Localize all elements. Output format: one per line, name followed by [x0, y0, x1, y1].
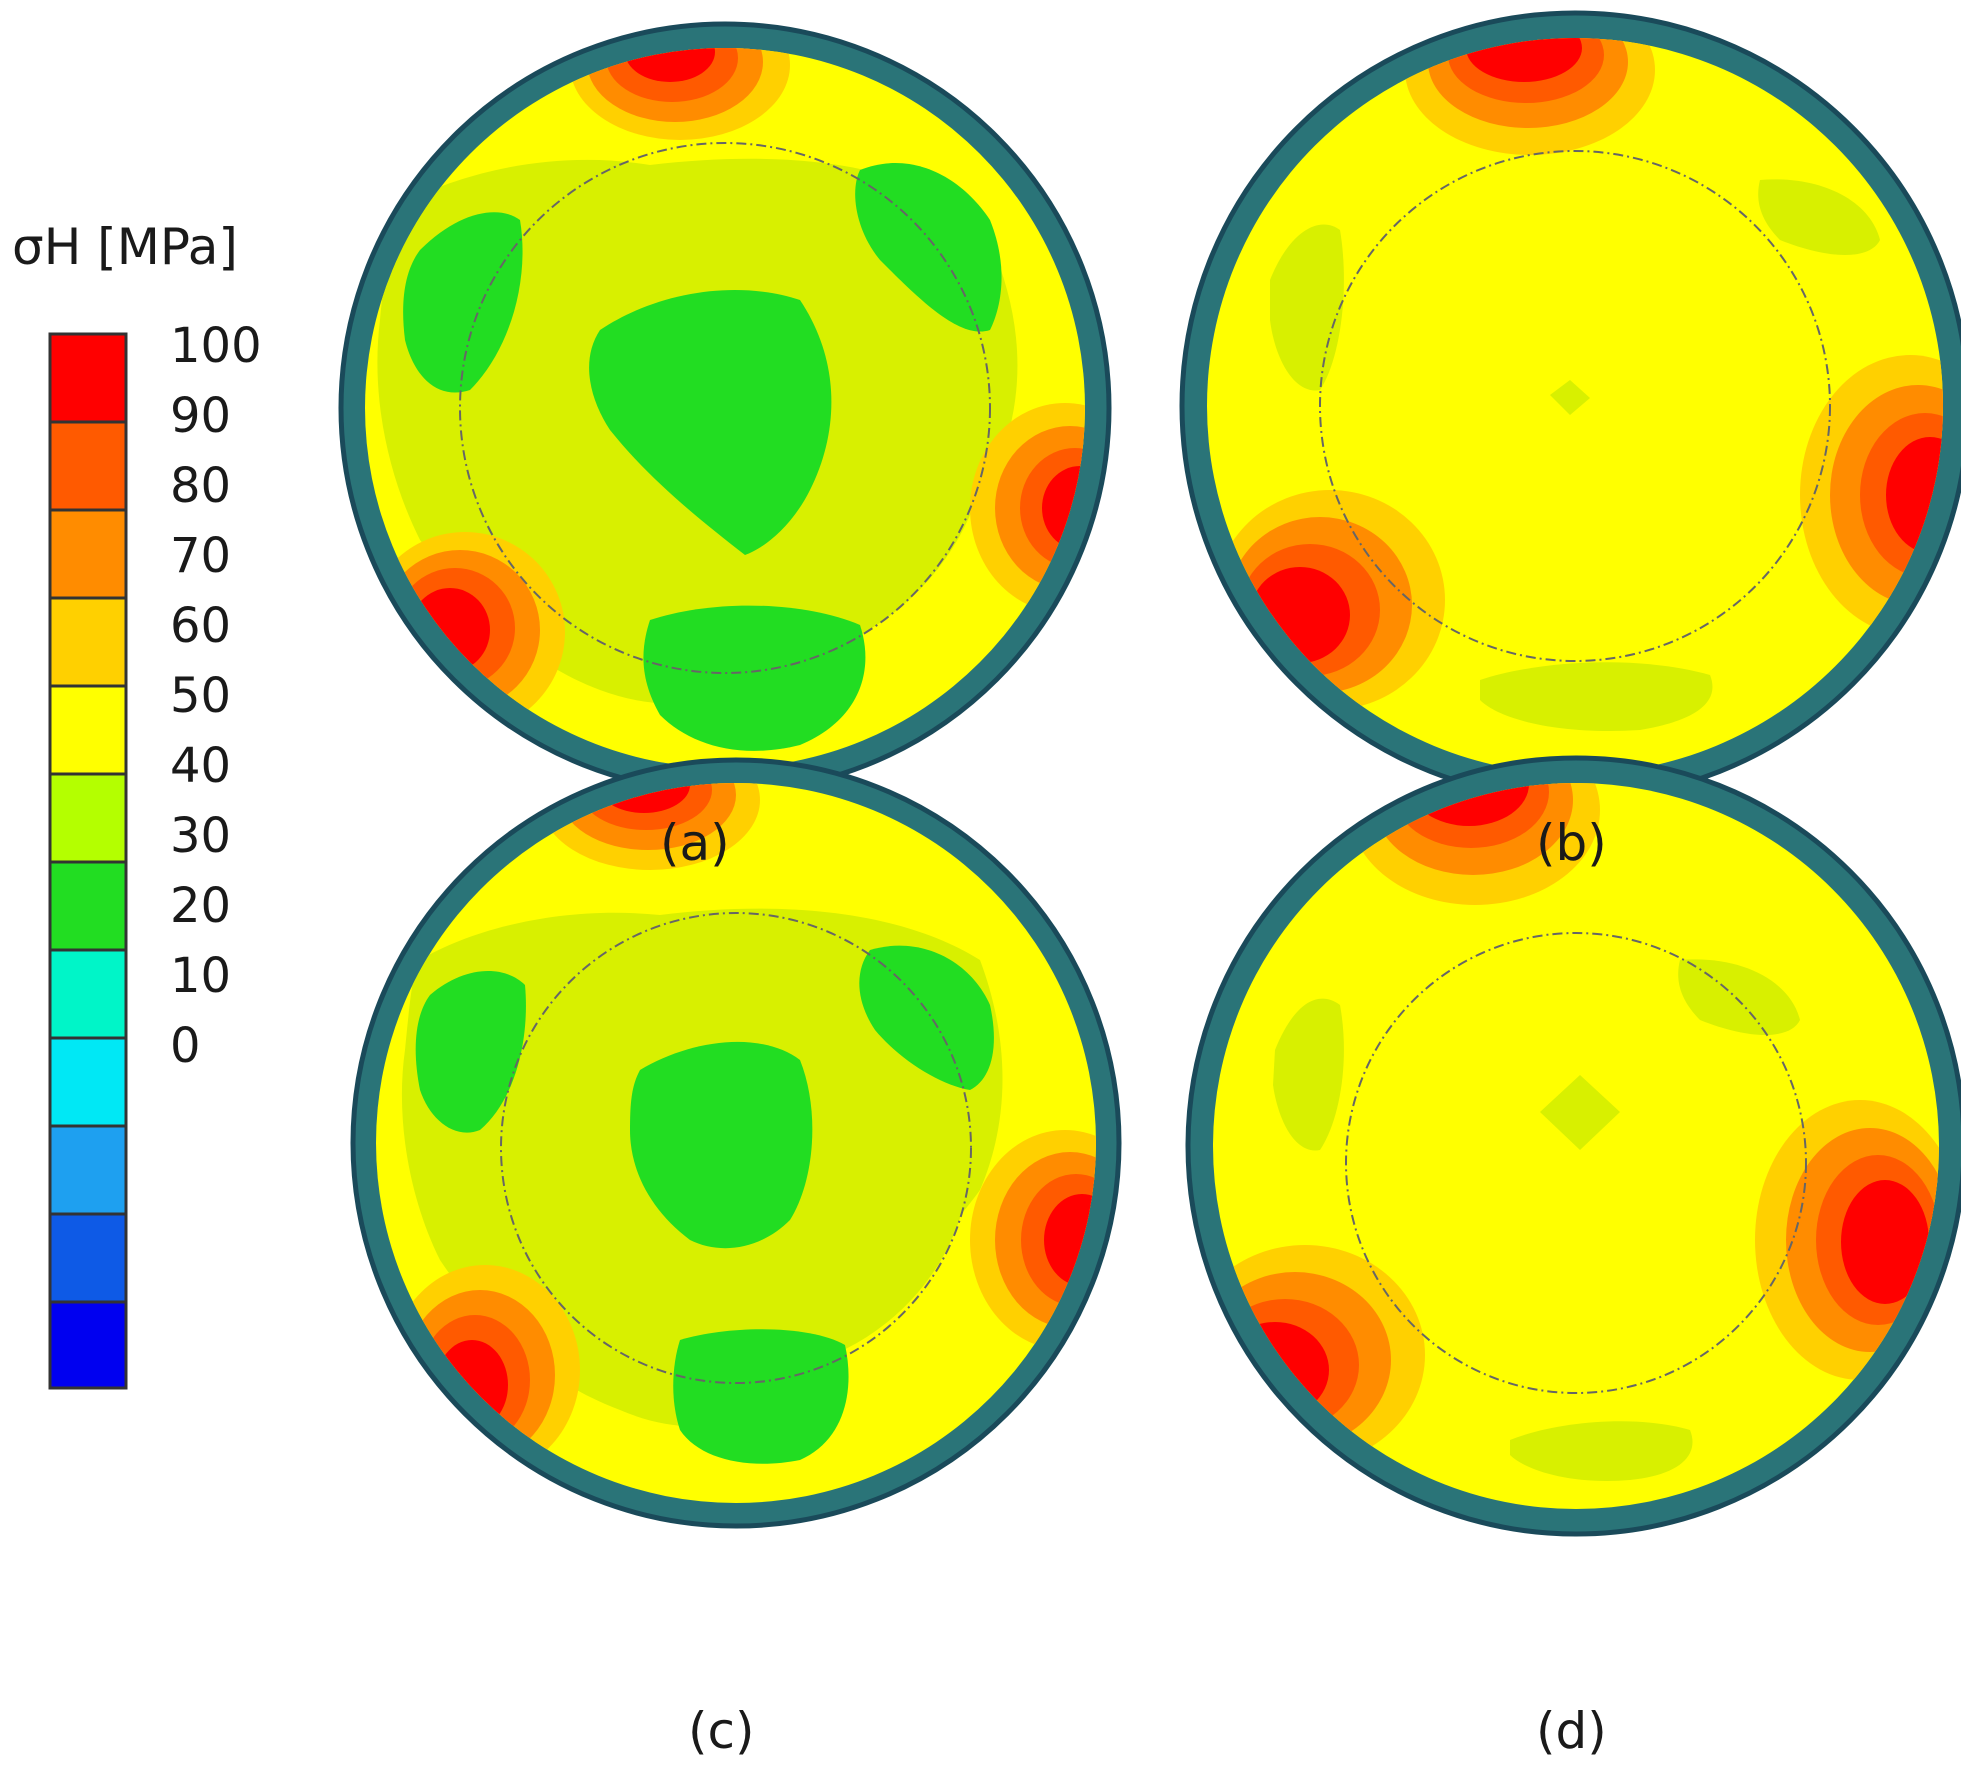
legend-title: σH [MPa]	[12, 218, 238, 276]
panel-d-contour	[1185, 755, 1961, 1537]
color-bar-swatch-9	[50, 1126, 126, 1214]
legend-tick-10: 10	[170, 948, 232, 1004]
color-bar-swatch-5	[50, 774, 126, 862]
panel-label-c: (c)	[688, 1702, 755, 1760]
color-bar-swatch-10	[50, 1214, 126, 1302]
legend-tick-100: 100	[170, 318, 262, 374]
panel-label-d: (d)	[1536, 1702, 1607, 1760]
legend-tick-70: 70	[170, 528, 232, 584]
panel-label-b: (b)	[1536, 814, 1607, 872]
color-bar-swatch-3	[50, 598, 126, 686]
legend-tick-0: 0	[170, 1018, 201, 1074]
legend-tick-40: 40	[170, 738, 232, 794]
color-bar-swatch-6	[50, 862, 126, 950]
panel-a-contour	[338, 21, 1112, 795]
color-bar	[48, 332, 128, 1390]
color-bar-swatch-11	[50, 1302, 126, 1388]
legend-tick-30: 30	[170, 808, 232, 864]
color-bar-swatch-7	[50, 950, 126, 1038]
color-bar-swatch-4	[50, 686, 126, 774]
color-bar-swatch-2	[50, 510, 126, 598]
color-bar-swatch-1	[50, 422, 126, 510]
legend-tick-60: 60	[170, 598, 232, 654]
legend-tick-50: 50	[170, 668, 232, 724]
color-bar-swatch-8	[50, 1038, 126, 1126]
legend-tick-80: 80	[170, 458, 232, 514]
color-bar-swatch-0	[50, 334, 126, 422]
legend-tick-90: 90	[170, 388, 232, 444]
panel-b-contour	[1179, 10, 1961, 802]
legend-tick-20: 20	[170, 878, 232, 934]
panel-label-a: (a)	[660, 814, 730, 872]
panel-c-contour	[350, 757, 1122, 1529]
